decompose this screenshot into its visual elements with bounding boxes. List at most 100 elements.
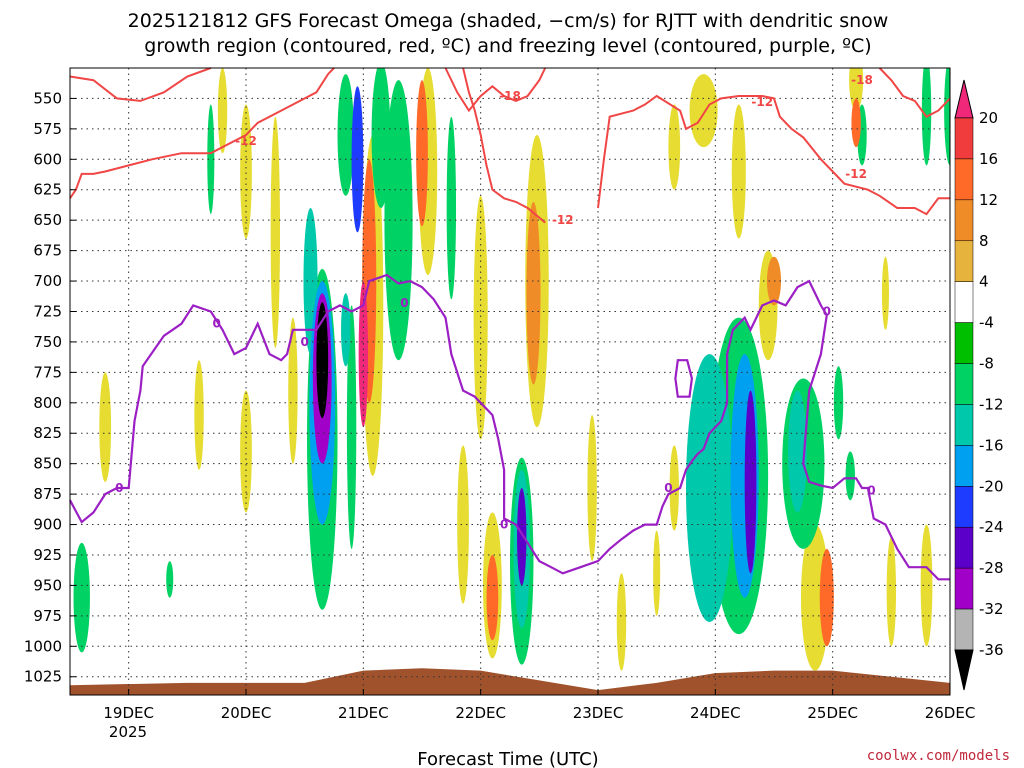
x-tick-label: 25DEC xyxy=(807,704,858,722)
colorbar-label: -12 xyxy=(979,395,1004,413)
omega-cell xyxy=(944,68,950,166)
y-tick-label: 900 xyxy=(33,516,62,534)
dgz-minus18-contour xyxy=(444,67,547,113)
omega-cell xyxy=(486,554,499,641)
colorbar-label: 16 xyxy=(979,150,998,168)
omega-cell xyxy=(851,98,861,148)
ground-layer xyxy=(70,668,950,695)
dgz-minus18-contour xyxy=(69,67,212,102)
omega-cell xyxy=(731,104,746,239)
y-tick-label: 675 xyxy=(33,242,62,260)
x-year-label: 2025 xyxy=(109,723,147,741)
colorbar-band xyxy=(954,117,974,160)
x-axis-label: Forecast Time (UTC) xyxy=(417,749,598,768)
omega-cell xyxy=(270,116,281,349)
omega-cell xyxy=(920,524,933,647)
y-tick-label: 800 xyxy=(33,394,62,412)
freezing-level-contour-island xyxy=(674,359,694,398)
colorbar-label: 12 xyxy=(979,191,998,209)
x-tick-label: 21DEC xyxy=(338,704,389,722)
omega-cell xyxy=(166,561,174,598)
x-tick-label: 20DEC xyxy=(221,704,272,722)
dgz-minus12-label: -12 xyxy=(552,213,574,227)
freezing-level-label: 0 xyxy=(115,481,123,495)
freezing-level-label: 0 xyxy=(300,335,308,349)
colorbar-band xyxy=(954,486,974,528)
colorbar: 20 16 12 8 4 -4 -8 -12 -16 -20 -24 -28 -32 -36 xyxy=(954,79,1004,691)
y-tick-label: 975 xyxy=(33,607,62,625)
y-tick-label: 650 xyxy=(33,211,62,229)
freezing-level-contour xyxy=(69,273,950,581)
x-tick-label: 22DEC xyxy=(455,704,506,722)
chart-subtitle: growth region (contoured, red, ºC) and f… xyxy=(144,35,871,57)
contour-layer: 0 0 0 0 0 0 0 0 -12 -12 -12 -12 -18 -18 xyxy=(69,67,951,581)
omega-cell xyxy=(446,116,457,300)
omega-cell xyxy=(99,372,112,482)
colorbar-bottom-arrow xyxy=(954,649,974,691)
omega-cell xyxy=(800,524,830,671)
grid-lines xyxy=(70,68,950,695)
omega-cell xyxy=(526,201,541,385)
omega-cell xyxy=(288,317,298,464)
omega-cell xyxy=(217,68,228,154)
y-tick-label: 775 xyxy=(33,363,62,381)
y-tick-label: 875 xyxy=(33,485,62,503)
x-axis-ticks: 19DEC 20DEC 21DEC 22DEC 23DEC 24DEC 25DEC 26DEC xyxy=(103,689,975,722)
omega-shading-layer xyxy=(73,68,950,671)
freezing-level-label: 0 xyxy=(823,304,831,318)
y-tick-label: 1025 xyxy=(24,668,62,686)
omega-cell xyxy=(886,536,897,647)
omega-cell xyxy=(194,360,204,470)
y-tick-label: 950 xyxy=(33,576,62,594)
colorbar-label: 20 xyxy=(979,109,998,127)
y-tick-label: 575 xyxy=(33,120,62,138)
ground-fill xyxy=(70,668,950,695)
dgz-minus18-label: -18 xyxy=(499,89,521,103)
freezing-level-label: 0 xyxy=(400,296,408,310)
omega-cell xyxy=(473,195,488,440)
dgz-minus18-label: -18 xyxy=(851,73,873,87)
y-tick-label: 1000 xyxy=(24,637,62,655)
freezing-level-label: 0 xyxy=(664,481,672,495)
colorbar-band xyxy=(954,322,974,364)
omega-cell xyxy=(921,68,932,166)
colorbar-label: 8 xyxy=(979,232,989,250)
omega-cell xyxy=(845,451,855,501)
omega-cell xyxy=(587,414,597,562)
y-axis-ticks: 550 575 600 625 650 675 700 725 750 775 800 825 850 8… xyxy=(24,89,76,686)
omega-cell xyxy=(668,104,681,190)
dgz-minus12-label: -12 xyxy=(751,95,773,109)
y-tick-label: 550 xyxy=(33,89,62,107)
colorbar-label: -16 xyxy=(979,436,1004,454)
omega-cell xyxy=(653,530,661,616)
omega-cell xyxy=(337,74,354,196)
dgz-minus12-label: -12 xyxy=(235,134,257,148)
x-tick-label: 26DEC xyxy=(925,704,976,722)
plot-frame xyxy=(69,67,951,696)
colorbar-label: -4 xyxy=(979,314,994,332)
colorbar-label: -28 xyxy=(979,559,1004,577)
omega-cell xyxy=(517,488,527,586)
omega-cell xyxy=(316,302,329,419)
omega-cell xyxy=(240,390,252,513)
chart-title: 2025121812 GFS Forecast Omega (shaded, −… xyxy=(128,10,889,32)
colorbar-band xyxy=(954,567,974,610)
dgz-minus12-contour xyxy=(597,94,950,216)
omega-cell xyxy=(384,80,413,361)
colorbar-label: -32 xyxy=(979,600,1004,618)
omega-cell xyxy=(341,293,351,367)
colorbar-label: -20 xyxy=(979,477,1004,495)
omega-cell xyxy=(457,445,469,604)
omega-cell xyxy=(616,573,627,671)
colorbar-band xyxy=(954,199,974,242)
shading-cells xyxy=(73,68,950,671)
omega-cell xyxy=(207,104,215,215)
colorbar-band xyxy=(954,240,974,282)
y-tick-label: 600 xyxy=(33,150,62,168)
omega-cell xyxy=(73,542,90,653)
omega-cell xyxy=(833,366,844,440)
colorbar-label: 4 xyxy=(979,273,989,291)
x-tick-label: 23DEC xyxy=(573,704,624,722)
omega-cell xyxy=(819,548,834,647)
y-tick-label: 925 xyxy=(33,546,62,564)
